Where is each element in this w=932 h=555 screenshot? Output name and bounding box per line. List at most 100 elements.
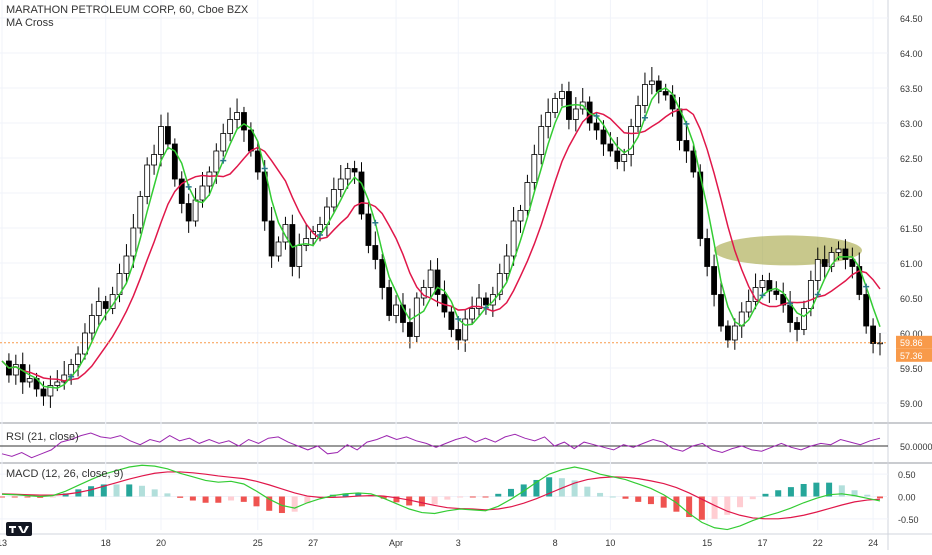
candle-body <box>814 259 821 281</box>
time-tick-label: 17 <box>757 538 767 548</box>
macd-histogram-bar <box>266 496 273 511</box>
candle-body <box>337 178 344 190</box>
candle-body <box>849 259 856 267</box>
macd-histogram-bar <box>711 496 718 519</box>
macd-tick-label: 0.00 <box>898 493 916 503</box>
macd-histogram-bar <box>737 496 744 508</box>
candle-body <box>828 252 835 267</box>
candle-body <box>489 294 496 306</box>
ma-cross-marker <box>593 113 600 119</box>
candle-body <box>178 178 185 204</box>
candle-body <box>455 329 462 341</box>
indicator-title[interactable]: MA Cross <box>6 17 54 29</box>
candle-body <box>102 301 109 309</box>
candle-body <box>476 297 482 309</box>
candle-body <box>54 381 61 386</box>
price-legend: MARATHON PETROLEUM CORP, 60, Cboe BZX MA… <box>6 4 248 30</box>
tradingview-logo-icon[interactable] <box>6 522 32 536</box>
candle-body <box>365 213 372 246</box>
candle-body <box>870 325 876 344</box>
ma-cross-marker <box>759 292 766 299</box>
macd-histogram-bar <box>49 496 56 498</box>
macd-histogram-bar <box>698 496 705 520</box>
price-tick-label: 64.50 <box>900 14 923 24</box>
candle-body <box>254 150 261 173</box>
macd-title[interactable]: MACD (12, 26, close, 9) <box>6 468 124 480</box>
candle-body <box>26 378 33 383</box>
macd-histogram-bar <box>749 496 756 500</box>
candle-body <box>358 171 365 215</box>
candle-body <box>393 304 399 316</box>
candle-body <box>171 143 178 180</box>
candle-body <box>773 290 780 295</box>
candle-body <box>863 294 870 327</box>
macd-histogram-bar <box>877 496 883 499</box>
macd-histogram-bar <box>775 490 782 497</box>
macd-histogram-bar <box>838 485 845 497</box>
macd-histogram-bar <box>202 496 209 503</box>
candle-body <box>400 304 406 323</box>
candle-body <box>241 112 247 131</box>
candle-body <box>600 129 607 145</box>
macd-histogram-bar <box>609 496 616 498</box>
candle-body <box>406 322 413 337</box>
candle-body <box>379 259 386 288</box>
ma-cross-marker <box>683 120 690 127</box>
candle-body <box>628 126 635 155</box>
macd-histogram-bar <box>355 493 362 497</box>
macd-histogram-bar <box>24 496 31 498</box>
ma-cross-marker <box>220 157 227 164</box>
candle-body <box>213 150 220 173</box>
ma-cross-marker <box>863 283 870 290</box>
price-tick-label: 63.00 <box>900 119 923 129</box>
price-tick-label: 59.00 <box>900 399 923 409</box>
macd-histogram-bar <box>571 480 578 497</box>
candle-body <box>82 332 88 355</box>
macd-histogram-bar <box>673 496 680 512</box>
symbol-title[interactable]: MARATHON PETROLEUM CORP, 60, Cboe BZX <box>6 4 249 16</box>
candle-body <box>151 154 157 166</box>
candle-body <box>807 280 814 309</box>
time-tick-label: 27 <box>308 538 318 548</box>
macd-histogram-bar <box>342 493 349 497</box>
ma-cross-marker <box>482 304 489 311</box>
candle-body <box>759 280 766 288</box>
candle-body <box>61 374 68 383</box>
macd-histogram-bar <box>0 496 5 498</box>
macd-histogram-bar <box>418 496 425 507</box>
candle-body <box>572 108 579 120</box>
time-tick-label: 15 <box>702 538 712 548</box>
candle-body <box>137 196 144 229</box>
candle-body <box>296 245 303 267</box>
candle-body <box>68 364 75 376</box>
candle-body <box>503 255 510 274</box>
time-tick-label: 10 <box>605 538 615 548</box>
candle-body <box>835 248 842 253</box>
candle-body <box>614 150 621 162</box>
ma-cross-marker <box>455 316 462 322</box>
candle-body <box>448 311 455 330</box>
candle-body <box>496 273 503 295</box>
candle-body <box>303 238 310 246</box>
price-badge <box>896 335 932 349</box>
candle-body <box>704 238 711 267</box>
macd-histogram-bar <box>533 479 540 497</box>
rsi-title[interactable]: RSI (21, close) <box>6 431 79 443</box>
ma-cross-marker <box>317 232 324 238</box>
ma-cross-marker <box>261 165 268 172</box>
macd-tick-label: -0.50 <box>898 515 919 525</box>
price-tick-label: 60.50 <box>900 294 923 304</box>
macd-histogram-bar <box>635 496 642 502</box>
time-tick-label: 3 <box>456 538 461 548</box>
candle-body <box>185 203 192 222</box>
time-tick-label: Apr <box>389 538 403 548</box>
candle-body <box>642 84 648 106</box>
candle-body <box>690 150 697 173</box>
time-tick-label: 18 <box>101 538 111 548</box>
candle-body <box>725 325 731 341</box>
macd-histogram-bar <box>406 496 413 506</box>
candle-body <box>220 133 227 152</box>
price-tick-label: 62.50 <box>900 154 923 164</box>
